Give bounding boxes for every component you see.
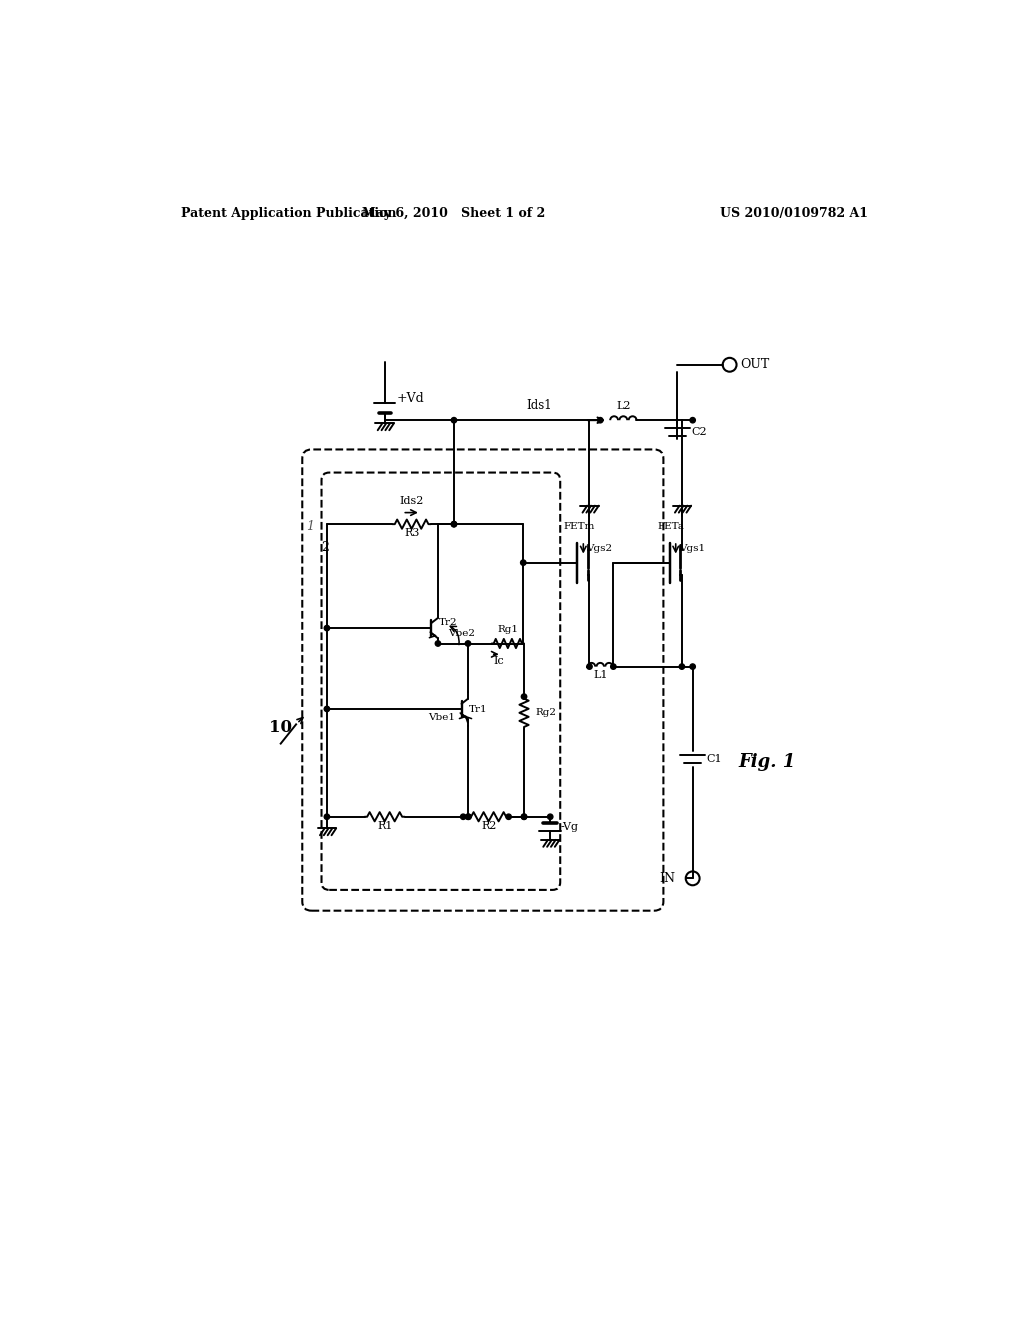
Text: C2: C2 [691, 426, 707, 437]
Text: 1: 1 [306, 520, 314, 532]
Text: Vbe2: Vbe2 [449, 628, 475, 638]
Circle shape [452, 521, 457, 527]
Text: Ids1: Ids1 [526, 400, 552, 412]
Text: R2: R2 [481, 821, 497, 832]
Text: 10: 10 [269, 719, 292, 737]
Text: Ic: Ic [494, 656, 504, 665]
Circle shape [679, 664, 685, 669]
Text: Vgs1: Vgs1 [679, 544, 705, 553]
Circle shape [521, 694, 526, 700]
Text: 2: 2 [322, 541, 330, 554]
Circle shape [690, 417, 695, 422]
Text: Vgs2: Vgs2 [587, 544, 612, 553]
Text: L2: L2 [616, 401, 631, 412]
Text: FETm: FETm [563, 521, 594, 531]
Text: Vbe1: Vbe1 [429, 713, 456, 722]
Text: -Vg: -Vg [561, 822, 579, 832]
Text: Tr2: Tr2 [439, 618, 458, 627]
Text: US 2010/0109782 A1: US 2010/0109782 A1 [720, 207, 868, 220]
Circle shape [598, 417, 603, 422]
Text: Ids2: Ids2 [399, 496, 424, 506]
Circle shape [461, 814, 466, 820]
Circle shape [690, 664, 695, 669]
Text: OUT: OUT [740, 358, 770, 371]
Circle shape [452, 521, 457, 527]
Circle shape [548, 814, 553, 820]
Text: Rg1: Rg1 [498, 624, 518, 634]
Text: +Vd: +Vd [397, 392, 425, 405]
Circle shape [520, 560, 526, 565]
Text: L1: L1 [593, 671, 607, 680]
Circle shape [466, 814, 471, 820]
Circle shape [610, 664, 616, 669]
Circle shape [521, 814, 526, 820]
Text: Fig. 1: Fig. 1 [739, 752, 796, 771]
Circle shape [325, 706, 330, 711]
Circle shape [325, 626, 330, 631]
Text: IN: IN [659, 871, 676, 884]
Circle shape [587, 664, 592, 669]
Text: FETa: FETa [657, 521, 685, 531]
Circle shape [452, 417, 457, 422]
Circle shape [465, 640, 471, 647]
Text: May 6, 2010   Sheet 1 of 2: May 6, 2010 Sheet 1 of 2 [362, 207, 546, 220]
Text: C1: C1 [707, 754, 722, 764]
Circle shape [506, 814, 511, 820]
Text: Tr1: Tr1 [469, 705, 487, 714]
Text: R3: R3 [403, 528, 419, 539]
Circle shape [325, 814, 330, 820]
Text: R1: R1 [377, 821, 392, 832]
Circle shape [521, 814, 526, 820]
Text: Patent Application Publication: Patent Application Publication [180, 207, 396, 220]
Circle shape [465, 814, 471, 820]
Text: Rg2: Rg2 [536, 709, 557, 717]
Circle shape [435, 640, 440, 647]
